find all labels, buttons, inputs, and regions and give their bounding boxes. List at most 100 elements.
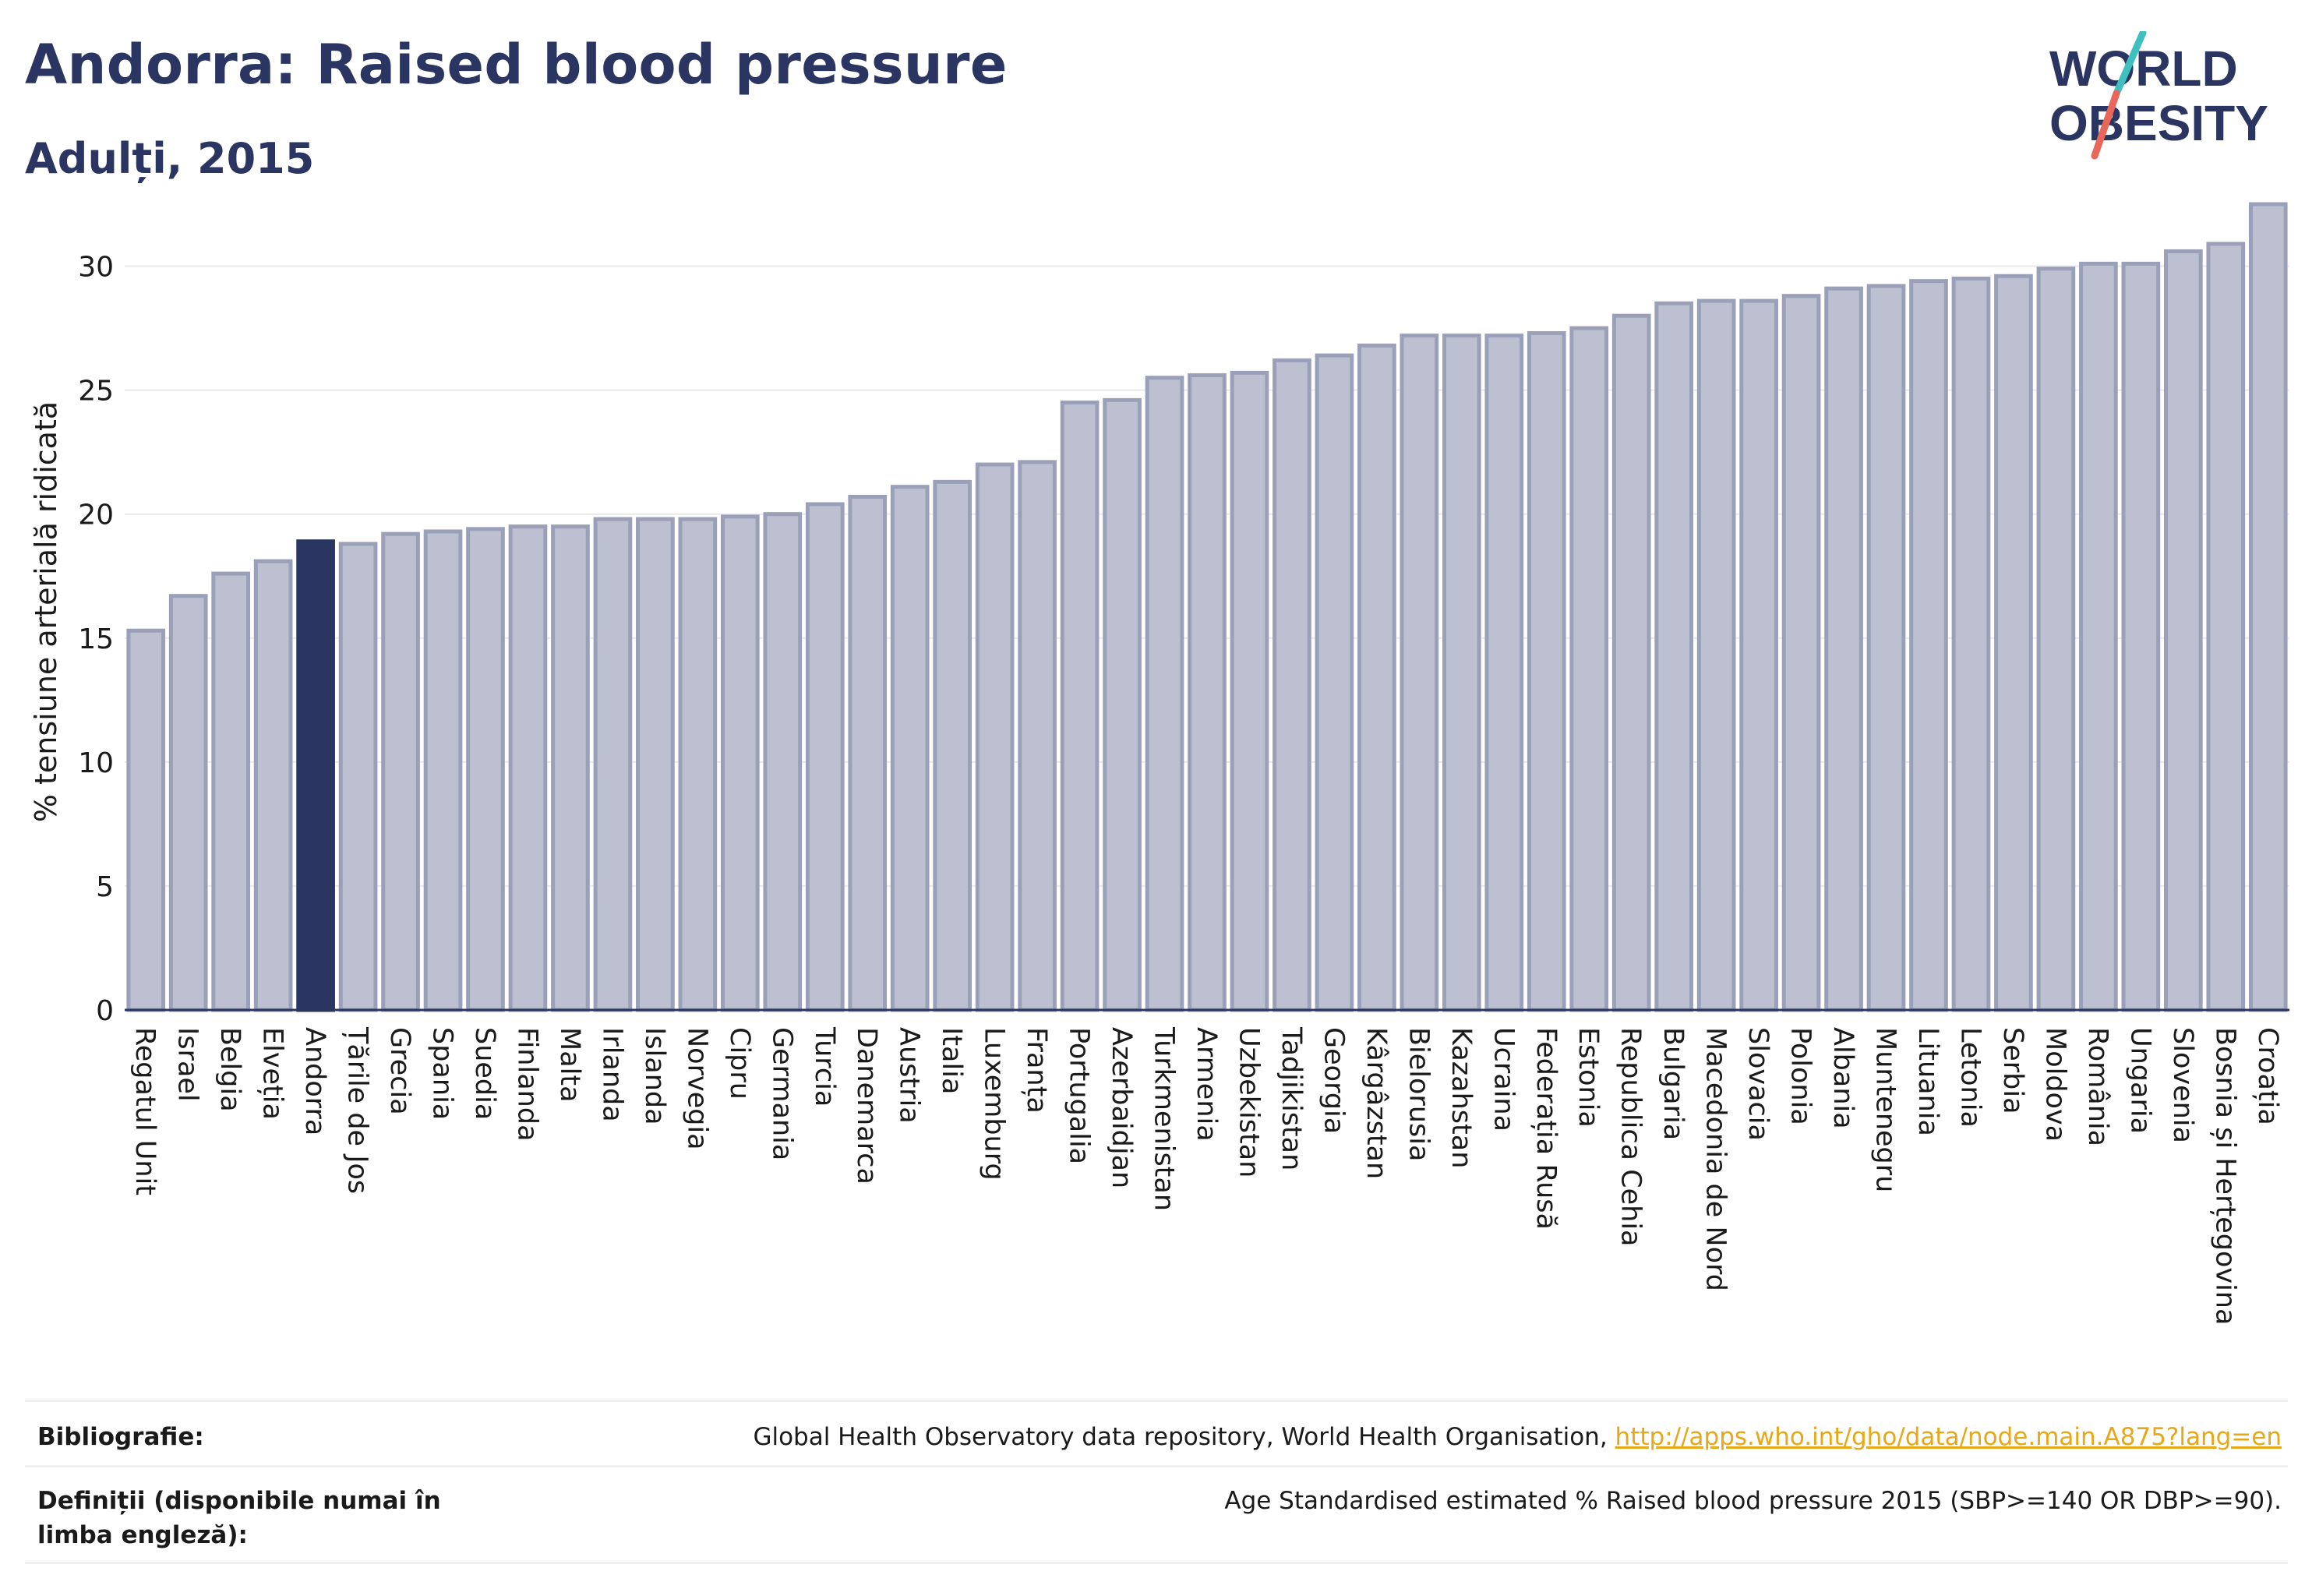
bar-austria xyxy=(890,485,930,1012)
x-tick-label: Suedia xyxy=(469,1027,500,1120)
bar-malta xyxy=(551,524,590,1012)
footer-divider xyxy=(25,1562,2288,1564)
y-tick-labels: 0 5 10 15 20 25 30 xyxy=(78,252,114,1027)
bar-federa-ia-rus- xyxy=(1527,330,1566,1012)
x-tick-label: Finlanda xyxy=(511,1027,542,1142)
x-tick-label: Austria xyxy=(894,1027,925,1124)
y-tick-label: 25 xyxy=(78,376,114,408)
bar-chart: 0 5 10 15 20 25 30 Regatul Unit Israel Belgia Elv… xyxy=(29,202,2289,1325)
definitions-label: Definiții (disponibile numai în limba en… xyxy=(37,1487,441,1549)
x-tick-label: România xyxy=(2082,1027,2113,1146)
bar-letonia xyxy=(1951,276,1991,1012)
x-tick-label: Albania xyxy=(1827,1027,1858,1129)
x-tick-label: Islanda xyxy=(639,1027,670,1125)
x-tick-label: Germania xyxy=(766,1027,797,1160)
x-tick-label: Bielorusia xyxy=(1403,1027,1434,1161)
x-tick-label: Georgia xyxy=(1318,1027,1349,1134)
bar-turkmenistan xyxy=(1145,376,1184,1012)
bar-republica-cehia xyxy=(1611,313,1651,1012)
bar-kazahstan xyxy=(1442,334,1481,1012)
bar-albania xyxy=(1824,286,1863,1012)
x-tick-label: Țările de Jos xyxy=(342,1026,373,1194)
x-tick-label: Ucraina xyxy=(1488,1027,1519,1132)
x-tick-label: Ungaria xyxy=(2124,1027,2155,1134)
x-tick-label: Republica Cehia xyxy=(1615,1027,1647,1247)
x-tick-label: Bulgaria xyxy=(1657,1027,1689,1140)
definitions-value: Age Standardised estimated % Raised bloo… xyxy=(1224,1487,2282,1515)
x-tick-labels: Regatul Unit Israel Belgia Elveția Andorra Ță… xyxy=(129,1026,2283,1325)
bar-finlanda xyxy=(508,524,548,1012)
bar-serbia xyxy=(1994,274,2033,1012)
logo-slash-teal-icon xyxy=(2113,31,2147,97)
bibliography-label: Bibliografie: xyxy=(37,1423,204,1451)
bar-k-rg-zstan xyxy=(1357,343,1396,1012)
x-tick-label: Armenia xyxy=(1191,1027,1222,1142)
bar-polonia xyxy=(1781,294,1821,1012)
bar-fran-a xyxy=(1018,460,1057,1012)
y-tick-label: 15 xyxy=(78,623,114,655)
x-tick-label: Irlanda xyxy=(596,1027,627,1122)
x-tick-label: Federația Rusă xyxy=(1530,1027,1562,1230)
x-tick-label: Lituania xyxy=(1912,1027,1943,1136)
logo-text-world: WORLD xyxy=(2049,41,2238,97)
footer-divider xyxy=(25,1400,2288,1402)
x-tick-label: Azerbaidjan xyxy=(1106,1027,1137,1188)
bars xyxy=(126,202,2288,1012)
bibliography-value: Global Health Observatory data repositor… xyxy=(753,1420,2282,1454)
bar-moldova xyxy=(2036,267,2076,1012)
x-tick-label: Cipru xyxy=(724,1027,755,1100)
x-tick-label: Estonia xyxy=(1573,1027,1604,1128)
bar-croa-ia xyxy=(2248,202,2288,1012)
bar-muntenegru xyxy=(1866,284,1906,1012)
x-tick-label: Regatul Unit xyxy=(129,1027,161,1195)
bar-irlanda xyxy=(593,517,633,1012)
bar-bielorusia xyxy=(1400,334,1439,1012)
footer-divider xyxy=(25,1465,2288,1467)
x-tick-label: Belgia xyxy=(214,1027,245,1112)
bar-israel xyxy=(168,594,208,1012)
bar-regatul-unit xyxy=(126,628,166,1012)
x-tick-label: Tadjikistan xyxy=(1276,1026,1307,1171)
chart-title: Andorra: Raised blood pressure xyxy=(25,33,1008,97)
x-tick-label: Turcia xyxy=(809,1026,840,1107)
x-tick-label: Bosnia și Herțegovina xyxy=(2209,1027,2240,1325)
logo-text-obesity: OBESITY xyxy=(2049,95,2268,151)
bar-armenia xyxy=(1188,373,1227,1012)
bar-spania xyxy=(423,529,463,1012)
x-tick-label: Letonia xyxy=(1954,1027,1986,1128)
bar-germania xyxy=(763,512,803,1012)
bar-danemarca xyxy=(848,494,888,1012)
bibliography-text: Global Health Observatory data repositor… xyxy=(753,1423,1615,1451)
x-tick-label: Andorra xyxy=(299,1027,330,1135)
bar-lituania xyxy=(1909,279,1948,1012)
bar-georgia xyxy=(1315,353,1354,1012)
x-tick-label: Moldova xyxy=(2039,1027,2070,1142)
bar--rile-de-jos xyxy=(338,542,378,1012)
bar-bosnia-i-her-egovina xyxy=(2206,242,2246,1012)
bar-italia xyxy=(933,479,972,1012)
x-tick-label: Portugalia xyxy=(1064,1027,1095,1164)
x-tick-label: Grecia xyxy=(384,1027,415,1115)
bar-norvegia xyxy=(678,517,718,1012)
x-tick-label: Kazahstan xyxy=(1445,1027,1477,1168)
x-tick-label: Norvegia xyxy=(681,1027,712,1150)
y-tick-label: 20 xyxy=(78,500,114,531)
x-tick-label: Malta xyxy=(554,1027,585,1103)
bibliography-link[interactable]: http://apps.who.int/gho/data/node.main.A… xyxy=(1615,1423,2282,1451)
x-tick-label: Italia xyxy=(936,1027,967,1094)
bar-uzbekistan xyxy=(1230,370,1269,1012)
bar-ucraina xyxy=(1484,334,1524,1012)
x-tick-label: Uzbekistan xyxy=(1233,1027,1264,1178)
x-tick-label: Elveția xyxy=(257,1027,288,1120)
bar-macedonia-de-nord xyxy=(1696,298,1736,1012)
x-tick-label: Danemarca xyxy=(851,1027,882,1185)
x-tick-label: Kârgâzstan xyxy=(1361,1027,1392,1179)
x-tick-label: Serbia xyxy=(1997,1027,2028,1114)
bar-cipru xyxy=(720,514,760,1012)
x-tick-label: Slovacia xyxy=(1742,1027,1774,1141)
bar-belgia xyxy=(211,571,251,1012)
x-tick-label: Israel xyxy=(172,1027,203,1102)
bar-rom-nia xyxy=(2079,261,2118,1012)
bar-suedia xyxy=(466,527,505,1012)
x-tick-label: Luxemburg xyxy=(979,1027,1010,1181)
